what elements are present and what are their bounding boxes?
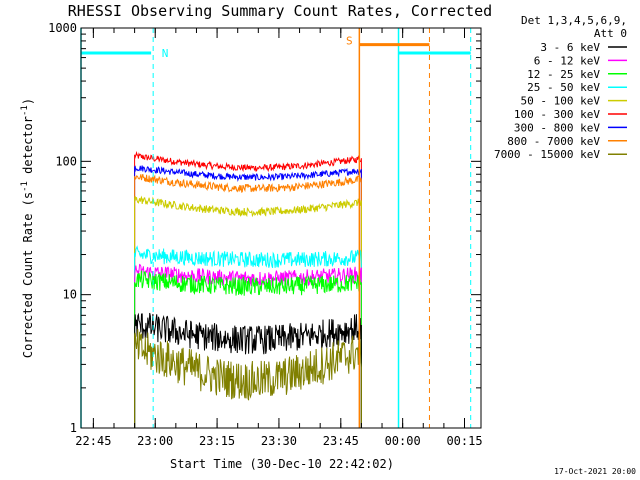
x-axis-ticks: 22:45 23:00 23:15 23:30 23:45 00:00 00:15: [75, 28, 483, 448]
x-tick-label-1: 23:00: [137, 434, 173, 448]
x-tick-label-6: 00:15: [446, 434, 482, 448]
chart-title: RHESSI Observing Summary Count Rates, Co…: [68, 2, 492, 20]
y-axis-label-part3: ): [21, 98, 35, 105]
legend-label-8: 7000 - 15000 keV: [494, 148, 600, 161]
series-line-1: [134, 165, 362, 428]
y-axis-label-sup1: -1: [20, 181, 30, 192]
series-line-5: [134, 263, 362, 428]
x-axis-label: Start Time (30-Dec-10 22:42:02): [170, 457, 394, 471]
y-axis-label: Corrected Count Rate (s-1 detector-1): [20, 98, 35, 358]
series-line-4: [134, 245, 362, 428]
y-axis-ticks: 1 10 100 1000: [48, 21, 481, 435]
series-line-3: [134, 195, 362, 428]
x-tick-label-4: 23:45: [323, 434, 359, 448]
y-axis-label-sup2: -1: [20, 105, 30, 116]
legend-header-line2: Att 0: [594, 27, 627, 40]
y-axis-label-part2: detector: [21, 116, 35, 181]
flag-label-N: N: [162, 47, 169, 60]
plot-series-group: [134, 150, 362, 428]
series-line-6: [134, 270, 362, 428]
legend-label-1: 6 - 12 keV: [534, 54, 601, 67]
legend-label-6: 300 - 800 keV: [514, 121, 600, 134]
legend-header-line1: Det 1,3,4,5,6,9,: [521, 14, 627, 27]
y-tick-label-2: 100: [55, 154, 77, 168]
flag-label-S: S: [346, 35, 353, 48]
legend-label-4: 50 - 100 keV: [521, 95, 601, 108]
legend-label-7: 800 - 7000 keV: [507, 135, 600, 148]
x-tick-label-3: 23:30: [261, 434, 297, 448]
y-tick-label-1: 10: [63, 288, 77, 302]
x-tick-label-5: 00:00: [385, 434, 421, 448]
y-tick-label-3: 1000: [48, 21, 77, 35]
legend-label-2: 12 - 25 keV: [527, 68, 600, 81]
series-line-8: [134, 329, 362, 428]
legend-label-0: 3 - 6 keV: [540, 41, 600, 54]
series-line-2: [134, 173, 362, 428]
x-tick-label-2: 23:15: [199, 434, 235, 448]
series-line-7: [134, 312, 362, 428]
legend-label-3: 25 - 50 keV: [527, 81, 600, 94]
y-tick-label-0: 1: [70, 421, 77, 435]
render-timestamp: 17-Oct-2021 20:00: [554, 467, 636, 476]
series-line-0: [134, 150, 362, 428]
x-tick-label-0: 22:45: [75, 434, 111, 448]
legend-label-5: 100 - 300 keV: [514, 108, 600, 121]
y-axis-label-part1: Corrected Count Rate (s: [21, 192, 35, 358]
plot-frame: [80, 27, 482, 429]
